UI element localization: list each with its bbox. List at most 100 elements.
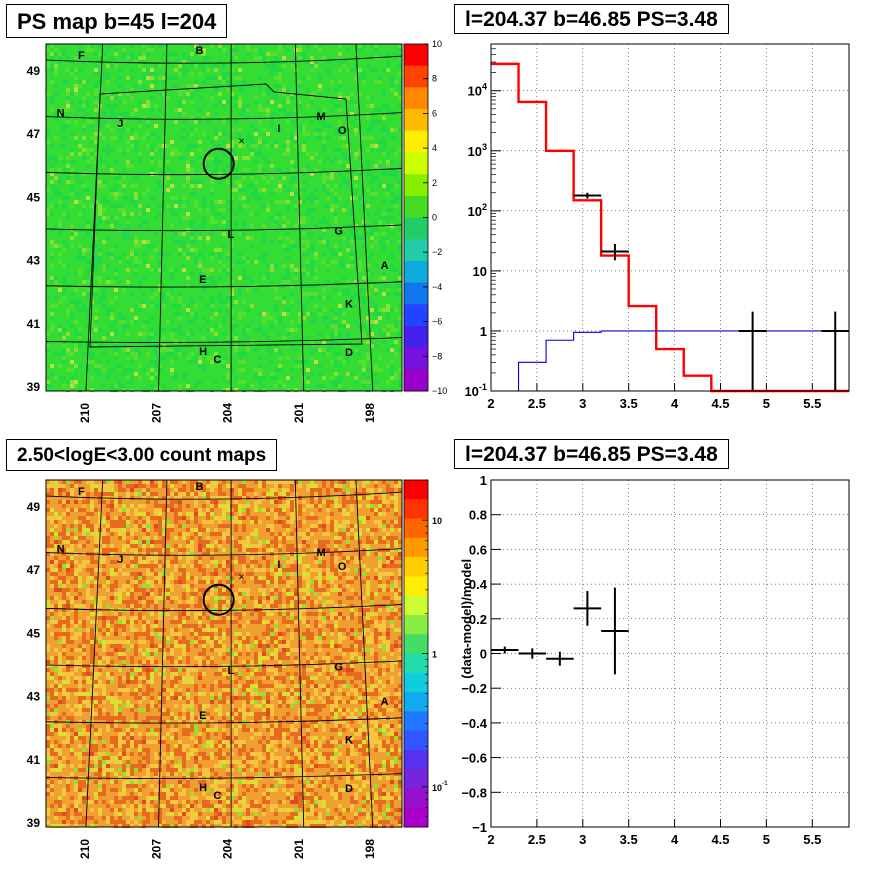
map-pixel bbox=[322, 384, 326, 388]
map-pixel bbox=[362, 544, 366, 548]
map-pixel bbox=[254, 260, 258, 264]
map-pixel bbox=[330, 308, 334, 312]
map-pixel bbox=[282, 200, 286, 204]
map-pixel bbox=[258, 520, 262, 524]
map-pixel bbox=[274, 384, 278, 388]
map-pixel bbox=[78, 180, 82, 184]
map-pixel bbox=[178, 580, 182, 584]
map-pixel bbox=[54, 68, 58, 72]
map-pixel bbox=[290, 112, 294, 116]
map-pixel bbox=[334, 496, 338, 500]
map-pixel bbox=[322, 120, 326, 124]
map-pixel bbox=[246, 200, 250, 204]
map-pixel bbox=[214, 352, 218, 356]
map-pixel bbox=[218, 488, 222, 492]
map-pixel bbox=[50, 108, 54, 112]
map-pixel bbox=[190, 272, 194, 276]
map-pixel bbox=[86, 588, 90, 592]
map-pixel bbox=[74, 56, 78, 60]
map-pixel bbox=[178, 496, 182, 500]
map-pixel bbox=[394, 128, 398, 132]
map-pixel bbox=[346, 200, 350, 204]
map-pixel bbox=[278, 108, 282, 112]
map-pixel bbox=[374, 480, 378, 484]
map-pixel bbox=[310, 60, 314, 64]
map-pixel bbox=[74, 288, 78, 292]
map-pixel bbox=[178, 624, 182, 628]
map-pixel bbox=[362, 296, 366, 300]
map-pixel bbox=[322, 636, 326, 640]
map-pixel bbox=[390, 268, 394, 272]
map-pixel bbox=[78, 620, 82, 624]
map-pixel bbox=[266, 528, 270, 532]
map-pixel bbox=[338, 324, 342, 328]
map-pixel bbox=[50, 276, 54, 280]
map-pixel bbox=[230, 44, 234, 48]
map-pixel bbox=[318, 596, 322, 600]
map-pixel bbox=[58, 532, 62, 536]
map-pixel bbox=[174, 232, 178, 236]
map-pixel bbox=[194, 604, 198, 608]
map-pixel bbox=[278, 80, 282, 84]
map-pixel bbox=[94, 132, 98, 136]
map-pixel bbox=[130, 616, 134, 620]
map-pixel bbox=[74, 572, 78, 576]
map-pixel bbox=[110, 588, 114, 592]
map-pixel bbox=[126, 496, 130, 500]
map-pixel bbox=[102, 184, 106, 188]
map-pixel bbox=[394, 640, 398, 644]
map-pixel bbox=[350, 224, 354, 228]
map-pixel bbox=[74, 624, 78, 628]
map-pixel bbox=[242, 624, 246, 628]
map-pixel bbox=[370, 528, 374, 532]
map-pixel bbox=[286, 576, 290, 580]
map-pixel bbox=[366, 316, 370, 320]
map-pixel bbox=[146, 632, 150, 636]
map-pixel bbox=[282, 64, 286, 68]
map-pixel bbox=[246, 488, 250, 492]
map-pixel bbox=[342, 388, 346, 392]
map-pixel bbox=[314, 268, 318, 272]
map-pixel bbox=[398, 516, 402, 520]
map-pixel bbox=[158, 108, 162, 112]
map-pixel bbox=[310, 632, 314, 636]
map-pixel bbox=[146, 548, 150, 552]
map-pixel bbox=[230, 280, 234, 284]
map-pixel bbox=[278, 480, 282, 484]
map-pixel bbox=[206, 636, 210, 640]
map-pixel bbox=[242, 388, 246, 392]
map-pixel bbox=[270, 68, 274, 72]
map-pixel bbox=[346, 144, 350, 148]
map-pixel bbox=[94, 324, 98, 328]
map-pixel bbox=[82, 156, 86, 160]
map-pixel bbox=[302, 312, 306, 316]
map-pixel bbox=[342, 360, 346, 364]
map-pixel bbox=[370, 324, 374, 328]
map-pixel bbox=[226, 580, 230, 584]
map-pixel bbox=[302, 180, 306, 184]
map-pixel bbox=[74, 604, 78, 608]
map-pixel bbox=[130, 376, 134, 380]
source-label-a: A bbox=[381, 260, 389, 272]
map-pixel bbox=[390, 360, 394, 364]
map-pixel bbox=[198, 140, 202, 144]
map-pixel bbox=[210, 356, 214, 360]
map-pixel bbox=[270, 92, 274, 96]
map-pixel bbox=[158, 136, 162, 140]
map-pixel bbox=[306, 544, 310, 548]
map-pixel bbox=[390, 84, 394, 88]
map-pixel bbox=[50, 80, 54, 84]
source-label-k: K bbox=[345, 298, 353, 310]
map-pixel bbox=[122, 112, 126, 116]
map-pixel bbox=[258, 56, 262, 60]
map-pixel bbox=[154, 148, 158, 152]
map-pixel bbox=[158, 548, 162, 552]
map-pixel bbox=[358, 528, 362, 532]
map-pixel bbox=[270, 528, 274, 532]
map-pixel bbox=[182, 128, 186, 132]
map-pixel bbox=[66, 480, 70, 484]
map-pixel bbox=[374, 632, 378, 636]
map-pixel bbox=[142, 556, 146, 560]
map-pixel bbox=[390, 160, 394, 164]
map-pixel bbox=[58, 192, 62, 196]
